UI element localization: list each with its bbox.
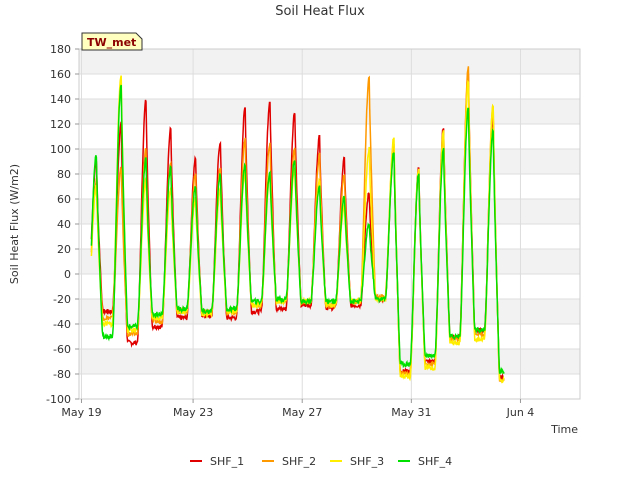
y-tick-label: 120 xyxy=(50,118,71,131)
legend-label: SHF_2 xyxy=(282,455,316,468)
y-tick-label: 20 xyxy=(57,243,71,256)
y-tick-label: -40 xyxy=(53,318,71,331)
y-tick-label: 160 xyxy=(50,68,71,81)
station-badge-shape xyxy=(81,32,143,51)
legend-label: SHF_4 xyxy=(418,455,452,468)
background-band xyxy=(79,99,580,124)
y-tick-label: 0 xyxy=(64,268,71,281)
background-band xyxy=(79,149,580,174)
y-tick-label: 180 xyxy=(50,43,71,56)
y-axis-ticks: -100 -80 -60 -40 -20 0 20 40 60 80 100 120 140 160 180 xyxy=(46,43,79,406)
x-tick-label: May 31 xyxy=(391,406,431,419)
x-axis-ticks: May 19 May 23 May 27 May 31 Jun 4 xyxy=(61,399,534,419)
y-tick-label: 40 xyxy=(57,218,71,231)
chart-title: Soil Heat Flux xyxy=(275,4,365,19)
series-lines xyxy=(90,66,505,384)
y-tick-label: -60 xyxy=(53,343,71,356)
x-tick-label: May 19 xyxy=(61,406,101,419)
station-badge: TW_met xyxy=(81,32,143,51)
legend-label: SHF_1 xyxy=(210,455,244,468)
x-tick-label: Jun 4 xyxy=(506,406,535,419)
y-axis-label: Soil Heat Flux (W/m2) xyxy=(8,164,21,284)
background-band xyxy=(79,249,580,274)
y-tick-label: 80 xyxy=(57,168,71,181)
station-badge-text: TW_met xyxy=(87,36,136,49)
plot-background-bands xyxy=(79,49,580,374)
y-tick-label: -20 xyxy=(53,293,71,306)
y-tick-label: -80 xyxy=(53,368,71,381)
x-tick-label: May 27 xyxy=(282,406,322,419)
y-tick-label: 140 xyxy=(50,93,71,106)
background-band xyxy=(79,349,580,374)
x-tick-label: May 23 xyxy=(173,406,213,419)
x-axis-label: Time xyxy=(550,423,578,436)
y-tick-label: 100 xyxy=(50,143,71,156)
legend: SHF_1 SHF_2 SHF_3 SHF_4 xyxy=(190,455,452,468)
background-band xyxy=(79,199,580,224)
legend-label: SHF_3 xyxy=(350,455,384,468)
y-tick-label: -100 xyxy=(46,393,71,406)
background-band xyxy=(79,49,580,74)
series-line-shf-4 xyxy=(90,84,505,375)
y-tick-label: 60 xyxy=(57,193,71,206)
